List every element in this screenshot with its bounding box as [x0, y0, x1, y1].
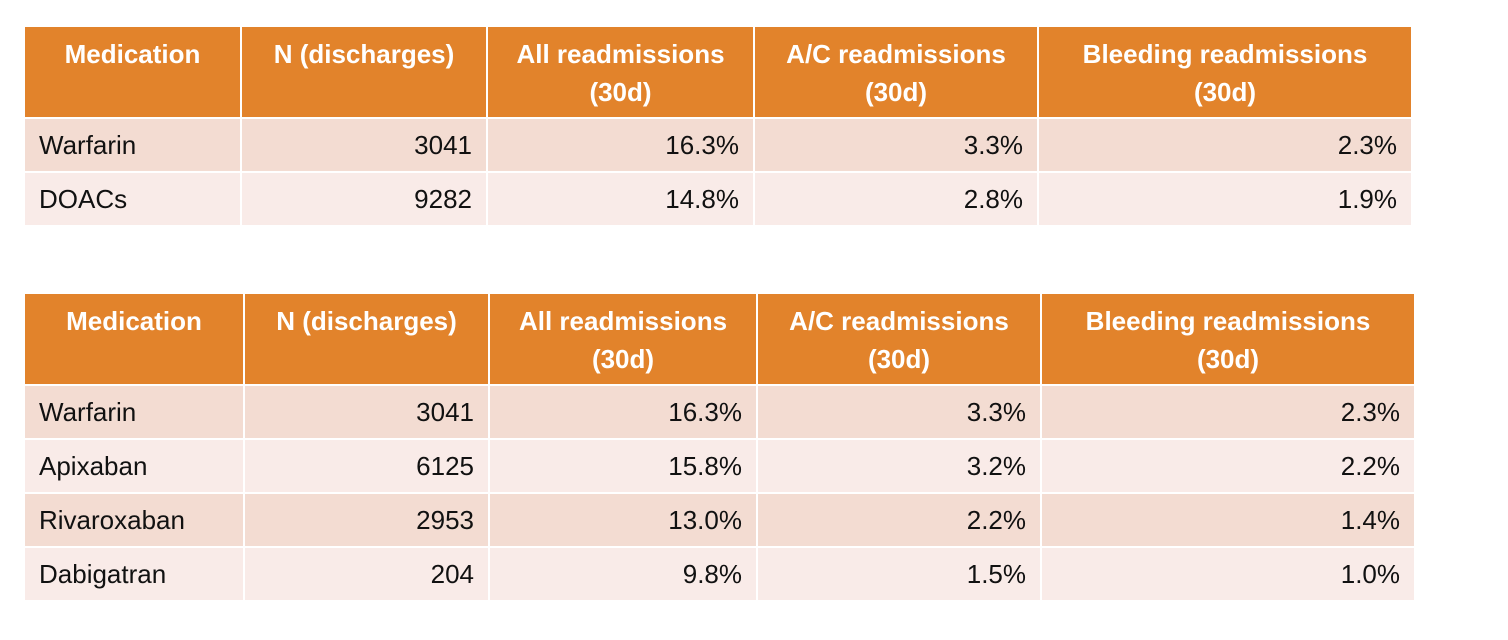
header-text: (30d) [589, 77, 652, 107]
header-text: (30d) [1196, 344, 1260, 374]
data-row: Rivaroxaban 2953 13.0% 2.2% 1.4% [23, 492, 1416, 548]
header-cell: Medication [23, 292, 245, 386]
header-text: A/C readmissions [786, 39, 1006, 69]
header-cell: All readmissions (30d) [488, 292, 758, 386]
table: Medication N (discharges) All readmissions… [23, 292, 1416, 602]
value-cell: 13.0% [488, 492, 758, 548]
header-text: N (discharges) [276, 306, 457, 336]
value-cell: 2.2% [1040, 438, 1416, 494]
medication-cell: Warfarin [23, 117, 242, 173]
header-row: Medication N (discharges) All readmissions… [23, 292, 1416, 386]
header-text: All readmissions [516, 39, 725, 69]
value-cell: 2.3% [1037, 117, 1413, 173]
header-text: (30d) [1193, 77, 1257, 107]
header-cell: A/C readmissions (30d) [756, 292, 1042, 386]
medication-cell: Apixaban [23, 438, 245, 494]
header-row: Medication N (discharges) All readmissions… [23, 25, 1413, 119]
value-cell: 3.2% [756, 438, 1042, 494]
table: Medication N (discharges) All readmissions… [23, 25, 1413, 227]
medication-cell: Dabigatran [23, 546, 245, 602]
value-cell: 2.8% [753, 171, 1039, 227]
data-row: Warfarin 3041 16.3% 3.3% 2.3% [23, 117, 1413, 173]
header-text: N (discharges) [273, 39, 455, 69]
header-cell: N (discharges) [240, 25, 488, 119]
value-cell: 15.8% [488, 438, 758, 494]
value-cell: 2.3% [1040, 384, 1416, 440]
header-text: Bleeding readmissions [1082, 39, 1368, 69]
value-cell: 16.3% [486, 117, 755, 173]
header-text: All readmissions [518, 306, 728, 336]
header-cell: Medication [23, 25, 242, 119]
value-cell: 9282 [240, 171, 488, 227]
header-cell: A/C readmissions (30d) [753, 25, 1039, 119]
header-text: (30d) [864, 77, 928, 107]
value-cell: 6125 [243, 438, 490, 494]
value-cell: 1.4% [1040, 492, 1416, 548]
value-cell: 3.3% [756, 384, 1042, 440]
header-cell: All readmissions (30d) [486, 25, 755, 119]
header-text: A/C readmissions [789, 306, 1009, 336]
medication-cell: DOACs [23, 171, 242, 227]
data-row: Warfarin 3041 16.3% 3.3% 2.3% [23, 384, 1416, 440]
header-text: Medication [64, 39, 201, 69]
value-cell: 3.3% [753, 117, 1039, 173]
data-row: DOACs 9282 14.8% 2.8% 1.9% [23, 171, 1413, 227]
value-cell: 14.8% [486, 171, 755, 227]
medication-cell: Rivaroxaban [23, 492, 245, 548]
value-cell: 204 [243, 546, 490, 602]
value-cell: 1.0% [1040, 546, 1416, 602]
value-cell: 16.3% [488, 384, 758, 440]
value-cell: 3041 [243, 384, 490, 440]
value-cell: 9.8% [488, 546, 758, 602]
header-cell: N (discharges) [243, 292, 490, 386]
value-cell: 1.5% [756, 546, 1042, 602]
header-text: Medication [66, 306, 202, 336]
value-cell: 2.2% [756, 492, 1042, 548]
header-text: (30d) [591, 344, 655, 374]
value-cell: 2953 [243, 492, 490, 548]
header-cell: Bleeding readmissions (30d) [1037, 25, 1413, 119]
medication-cell: Warfarin [23, 384, 245, 440]
value-cell: 1.9% [1037, 171, 1413, 227]
data-row: Dabigatran 204 9.8% 1.5% 1.0% [23, 546, 1416, 602]
header-text: (30d) [867, 344, 931, 374]
value-cell: 3041 [240, 117, 488, 173]
header-text: Bleeding readmissions [1085, 306, 1371, 336]
data-row: Apixaban 6125 15.8% 3.2% 2.2% [23, 438, 1416, 494]
header-cell: Bleeding readmissions (30d) [1040, 292, 1416, 386]
